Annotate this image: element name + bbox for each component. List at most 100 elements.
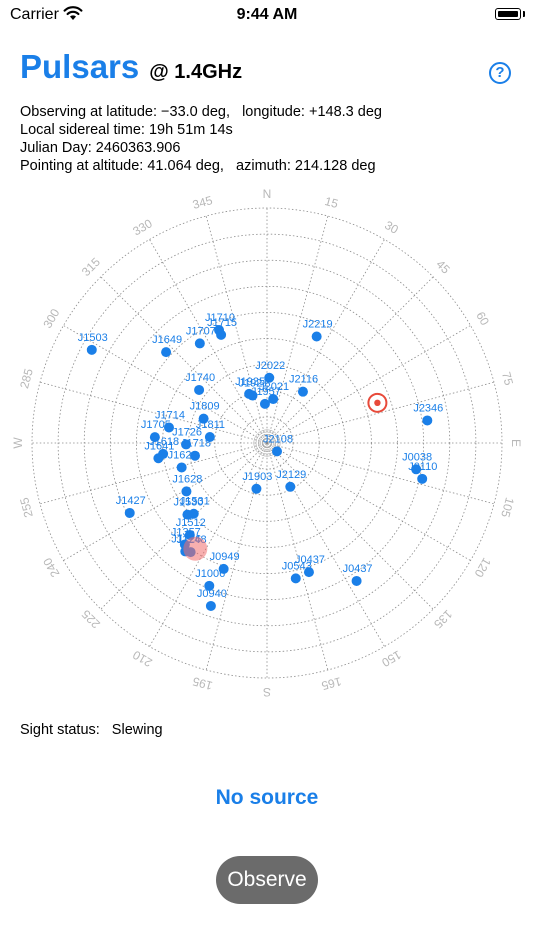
pulsar-dot[interactable] [272, 446, 283, 457]
pulsar-dot[interactable] [285, 481, 296, 492]
pulsar-dot[interactable] [198, 413, 209, 424]
azimuth-label: N [263, 188, 272, 201]
azimuth-label: 345 [191, 193, 214, 212]
pulsar-label: J1503 [78, 332, 108, 344]
pulsar-label: J2108 [263, 433, 293, 445]
zenith-ring [253, 429, 281, 457]
pulsar-label: J1705 [141, 419, 171, 431]
azimuth-label: 75 [499, 370, 516, 387]
pulsar-dot[interactable] [189, 450, 200, 461]
azimuth-label: 210 [130, 647, 155, 669]
pulsar-label: J1811 [196, 419, 225, 431]
pulsar-label: J1622 [168, 449, 198, 461]
pulsar-dot[interactable] [251, 483, 262, 494]
pulsar-dot[interactable] [218, 563, 229, 574]
pulsar-dot[interactable] [205, 600, 216, 611]
pulsar-dot[interactable] [181, 439, 192, 450]
pulsar-label: J0940 [197, 588, 227, 600]
pulsar-dot[interactable] [216, 329, 227, 340]
azimuth-label: 165 [320, 674, 343, 693]
azimuth-label: 315 [79, 255, 103, 279]
pulsar-label: J1714 [155, 409, 185, 421]
azimuth-spoke [266, 239, 385, 444]
pulsar-dot[interactable] [176, 462, 187, 473]
pulsar-label: J1921 [238, 378, 268, 390]
azimuth-label: 285 [17, 367, 36, 390]
zenith-ring [262, 438, 272, 448]
pulsar-dot[interactable] [351, 575, 362, 586]
azimuth-label: 15 [323, 194, 340, 211]
pulsar-label: J1809 [190, 401, 220, 413]
pulsar-dot[interactable] [417, 473, 428, 484]
pulsar-label: J0110 [408, 461, 437, 473]
pulsar-dot[interactable] [244, 388, 255, 399]
pulsar-label: J1641 [144, 440, 174, 452]
pulsar-label: J1357 [171, 526, 201, 538]
pulsar-label: J1740 [185, 372, 215, 384]
observing-location: Observing at latitude: −33.0 deg, longit… [20, 104, 382, 120]
pulsar-label: J0437 [343, 563, 373, 575]
azimuth-label: W [11, 437, 25, 449]
azimuth-label: 105 [498, 496, 517, 519]
pulsar-dot[interactable] [149, 432, 160, 443]
wifi-icon [63, 6, 83, 20]
observe-button[interactable]: Observe [216, 856, 318, 904]
azimuth-spoke [266, 276, 434, 444]
zenith-ring [264, 440, 270, 446]
pulsar-dot[interactable] [259, 398, 270, 409]
azimuth-label: 330 [130, 216, 155, 238]
help-button[interactable]: ? [489, 62, 511, 84]
pulsar-dot[interactable] [204, 580, 215, 591]
azimuth-label: 195 [191, 674, 214, 693]
pulsar-dot[interactable] [188, 508, 199, 519]
carrier-label: Carrier [10, 6, 59, 23]
azimuth-label: 240 [40, 555, 62, 580]
status-bar: Carrier 9:44 AM [0, 0, 534, 30]
pulsar-dot[interactable] [161, 347, 172, 358]
pulsar-label: J2116 [289, 374, 318, 386]
pulsar-label: J0437 [295, 554, 325, 566]
pulsar-dot[interactable] [204, 431, 215, 442]
pulsar-label: J1903 [242, 471, 272, 483]
zenith-ring [257, 433, 277, 453]
frequency-label: @ 1.4GHz [149, 61, 243, 83]
pulsar-label: J2346 [413, 402, 443, 414]
pointing-dot-icon [183, 536, 208, 561]
pulsar-dot[interactable] [422, 415, 433, 426]
pulsar-dot[interactable] [194, 338, 205, 349]
pulsar-dot[interactable] [411, 464, 422, 475]
sight-status-label: Sight status: [20, 722, 100, 738]
azimuth-label: 300 [40, 306, 62, 331]
pulsar-label: J1512 [176, 517, 206, 529]
pulsar-label: J2022 [255, 360, 285, 372]
pulsar-label: J1628 [172, 473, 202, 485]
pulsar-label: J0543 [282, 560, 312, 572]
header: Pulsars @ 1.4GHz [20, 48, 242, 88]
sidereal-time: Local sidereal time: 19h 51m 14s [20, 122, 233, 138]
pulsar-dot[interactable] [268, 394, 279, 405]
pulsar-label: J2219 [303, 319, 333, 331]
source-label[interactable]: No source [215, 786, 319, 809]
sky-chart[interactable]: N 15 30 45 60 75 E 105 120 135 150 165 S 195 210 225 240… [0, 188, 534, 708]
azimuth-label: 225 [79, 607, 103, 631]
pulsar-dot[interactable] [194, 384, 205, 395]
azimuth-label: 150 [379, 648, 404, 670]
pulsar-dot[interactable] [181, 486, 192, 497]
pulsar-label: J0038 [402, 451, 432, 463]
pulsar-dot[interactable] [297, 386, 308, 397]
pulsar-label: J1618 [149, 436, 179, 448]
pulsar-dot[interactable] [290, 573, 301, 584]
pulsar-dot[interactable] [163, 422, 174, 433]
zenith-ring [255, 431, 279, 455]
pulsar-dot[interactable] [124, 507, 135, 518]
pulsar-dot[interactable] [303, 567, 314, 578]
pulsar-label: J1649 [152, 334, 182, 346]
pulsar-dot[interactable] [264, 372, 275, 383]
pulsar-dot[interactable] [311, 331, 322, 342]
pulsar-dot[interactable] [86, 344, 97, 355]
azimuth-label: 135 [431, 607, 455, 631]
pulsar-dot[interactable] [153, 453, 164, 464]
pulsar-label: J1718 [181, 438, 211, 450]
altitude-ring [57, 233, 477, 653]
